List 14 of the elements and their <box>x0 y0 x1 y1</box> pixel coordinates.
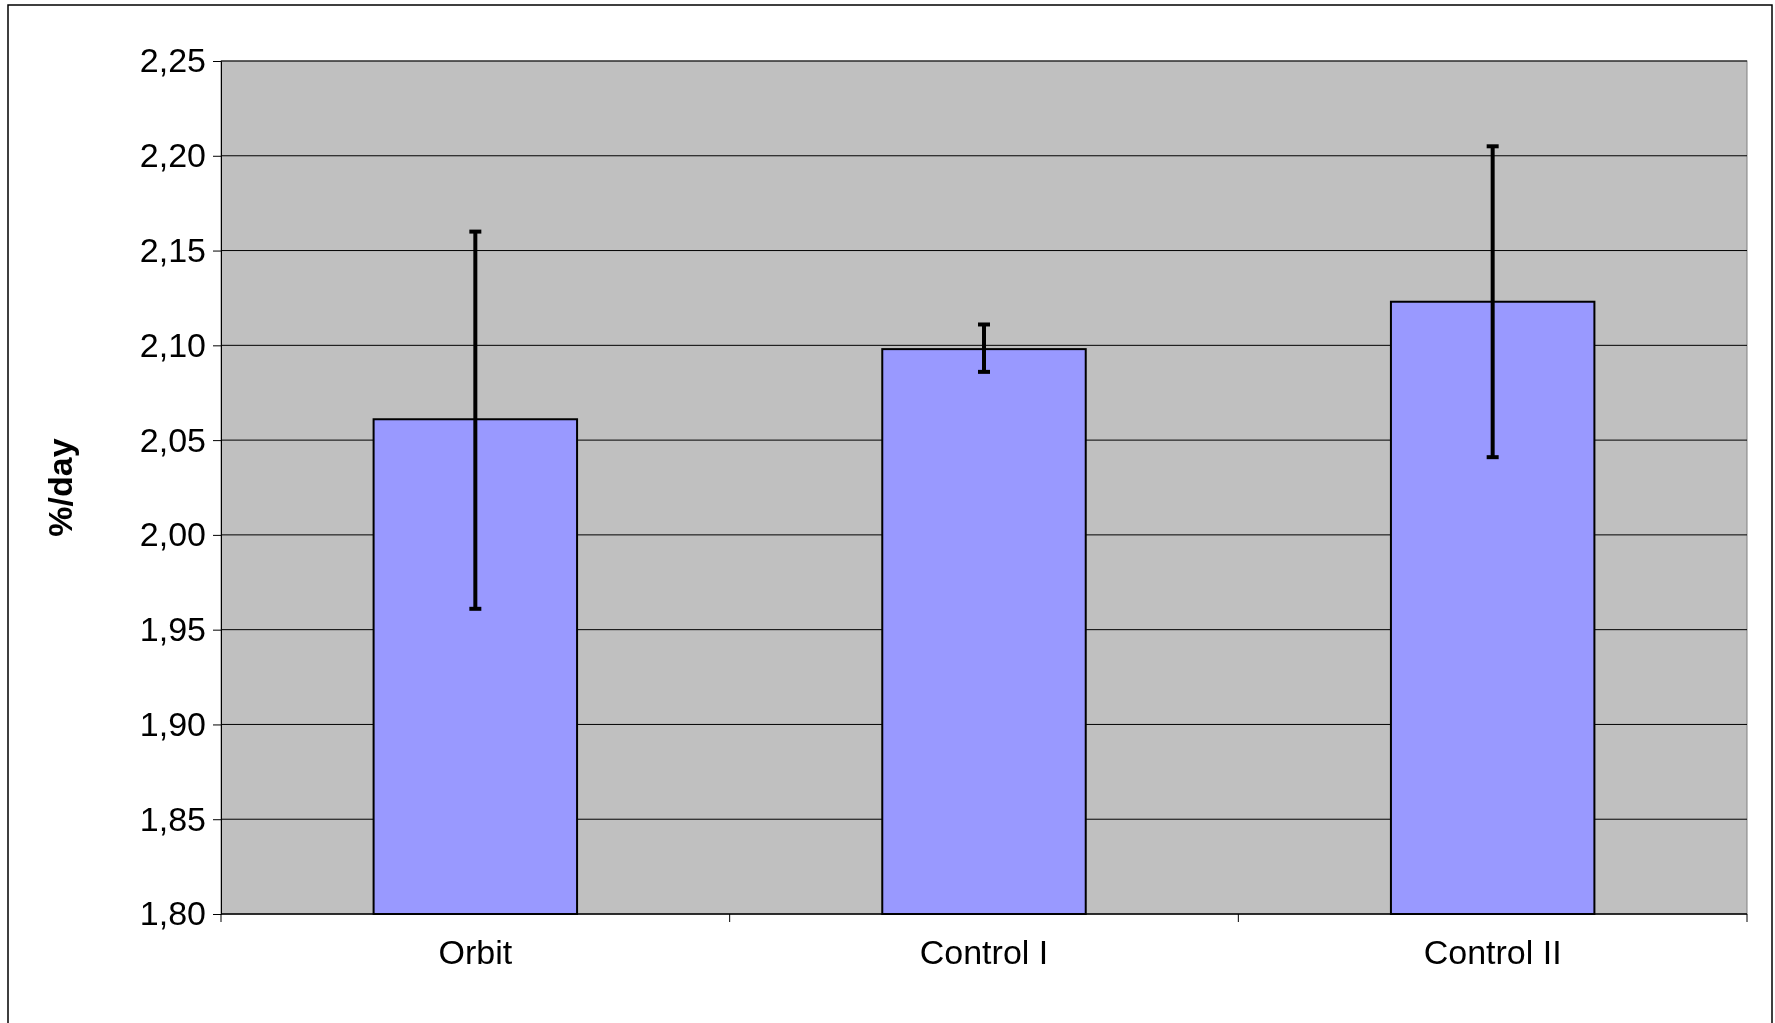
y-axis-title: %/day <box>41 438 79 537</box>
x-tick-label: Orbit <box>438 933 513 971</box>
y-tick-label: 1,85 <box>139 799 206 838</box>
y-tick-label: 2,05 <box>139 420 206 459</box>
x-tick-label: Control II <box>1423 933 1562 971</box>
y-tick-label: 2,20 <box>139 136 206 175</box>
x-tick-label: Control I <box>919 933 1049 971</box>
y-tick-label: 1,90 <box>139 704 206 743</box>
y-tick-label: 2,00 <box>139 515 206 554</box>
y-tick-label: 2,25 <box>139 41 206 80</box>
y-tick-label: 2,15 <box>139 230 206 269</box>
y-tick-label: 2,10 <box>139 325 206 364</box>
y-tick-label: 1,95 <box>139 610 206 649</box>
y-tick-label: 1,80 <box>139 894 206 933</box>
